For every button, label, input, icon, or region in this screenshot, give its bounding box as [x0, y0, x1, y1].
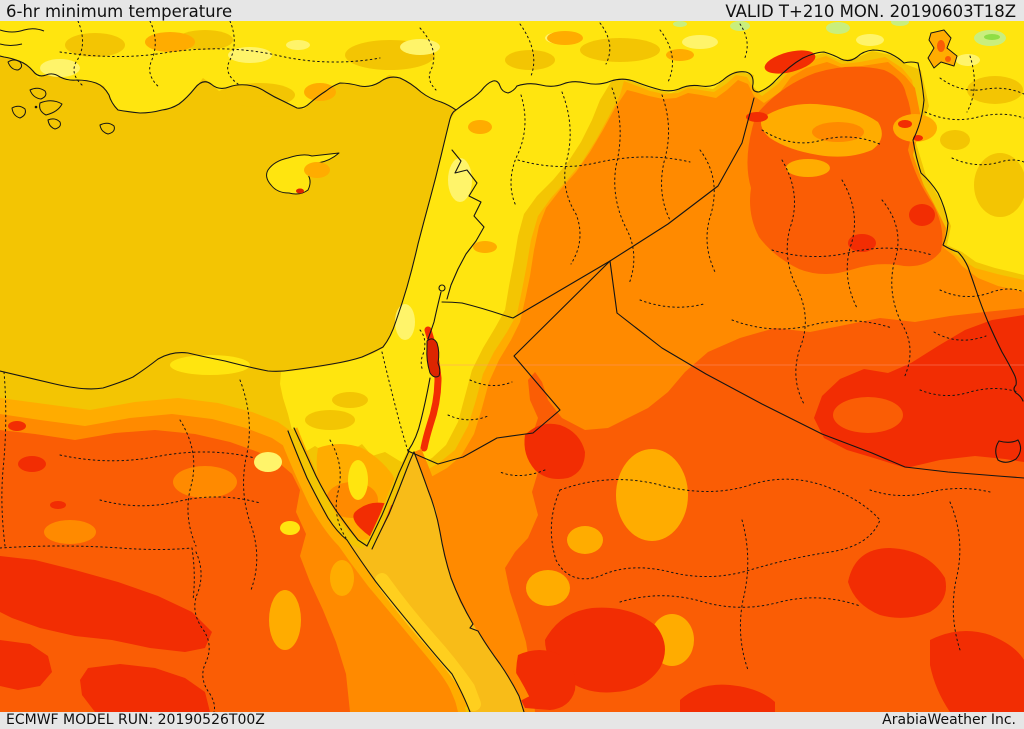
temperature-map	[0, 21, 1024, 712]
kuwait-border	[995, 439, 1022, 463]
title-bar: 6-hr minimum temperature VALID T+210 MON…	[0, 0, 1024, 21]
redsea-coastal-band-east	[406, 448, 530, 704]
gulf-of-aqaba-water	[365, 450, 415, 548]
red-sea-bright-center	[375, 573, 481, 711]
solid-borders	[0, 49, 1024, 712]
gulf-of-aqaba-east-shore	[371, 451, 415, 550]
sea-of-galilee	[438, 284, 446, 292]
gulf-of-suez-water	[287, 428, 365, 549]
lake-urmia-shade	[937, 40, 945, 52]
red-sea-water	[347, 452, 524, 712]
lebanon-border	[446, 149, 485, 300]
brand-label: ArabiaWeather Inc.	[882, 712, 1016, 728]
saudi-red-sea-coast	[413, 451, 525, 712]
valid-time-label: VALID T+210 MON. 20190603T18Z	[725, 2, 1016, 21]
map-title: 6-hr minimum temperature	[6, 2, 233, 21]
model-run-label: ECMWF MODEL RUN: 20190526T00Z	[6, 712, 265, 728]
syria-iraq-border	[461, 97, 755, 319]
warm-field-patches	[44, 241, 694, 666]
turkey-orange-patches	[145, 31, 937, 177]
dead-sea	[426, 338, 441, 378]
admin-boundaries-dotted	[0, 21, 1024, 712]
lakes-and-islands	[0, 28, 958, 378]
thrace-coast	[0, 28, 45, 46]
turkey-syria-border	[516, 49, 919, 93]
wadi-araba-border	[407, 377, 431, 452]
deep-orange-patch-in-red	[833, 397, 903, 433]
cyprus-red-dot	[296, 188, 304, 194]
iraq-saudi-border	[609, 260, 1024, 479]
syria-jordan-border	[441, 301, 463, 304]
gulf-of-suez-east-shore	[293, 427, 368, 547]
island-dot	[34, 105, 38, 109]
lake-urmia-shade2	[945, 56, 951, 62]
water-bodies	[278, 427, 530, 712]
map-canvas	[0, 21, 1024, 712]
jordan-river	[427, 291, 442, 340]
iran-border	[912, 62, 1024, 402]
jordan-east-border	[407, 260, 611, 465]
gulf-of-aqaba-west-shore	[366, 450, 410, 547]
credit-bar: ECMWF MODEL RUN: 20190526T00Z ArabiaWeat…	[0, 712, 1024, 729]
temperature-field	[0, 21, 1024, 712]
gulf-of-suez-west-shore	[287, 430, 348, 541]
egypt-red-sea-coast	[346, 539, 471, 712]
cyprus-orange-east	[304, 162, 330, 178]
deep-orange-egypt	[0, 430, 350, 712]
mediterranean-coastline	[0, 55, 457, 390]
aegean-islands	[7, 59, 115, 135]
hatay-coastline	[455, 80, 518, 111]
bright-yellow-region	[0, 21, 1024, 468]
